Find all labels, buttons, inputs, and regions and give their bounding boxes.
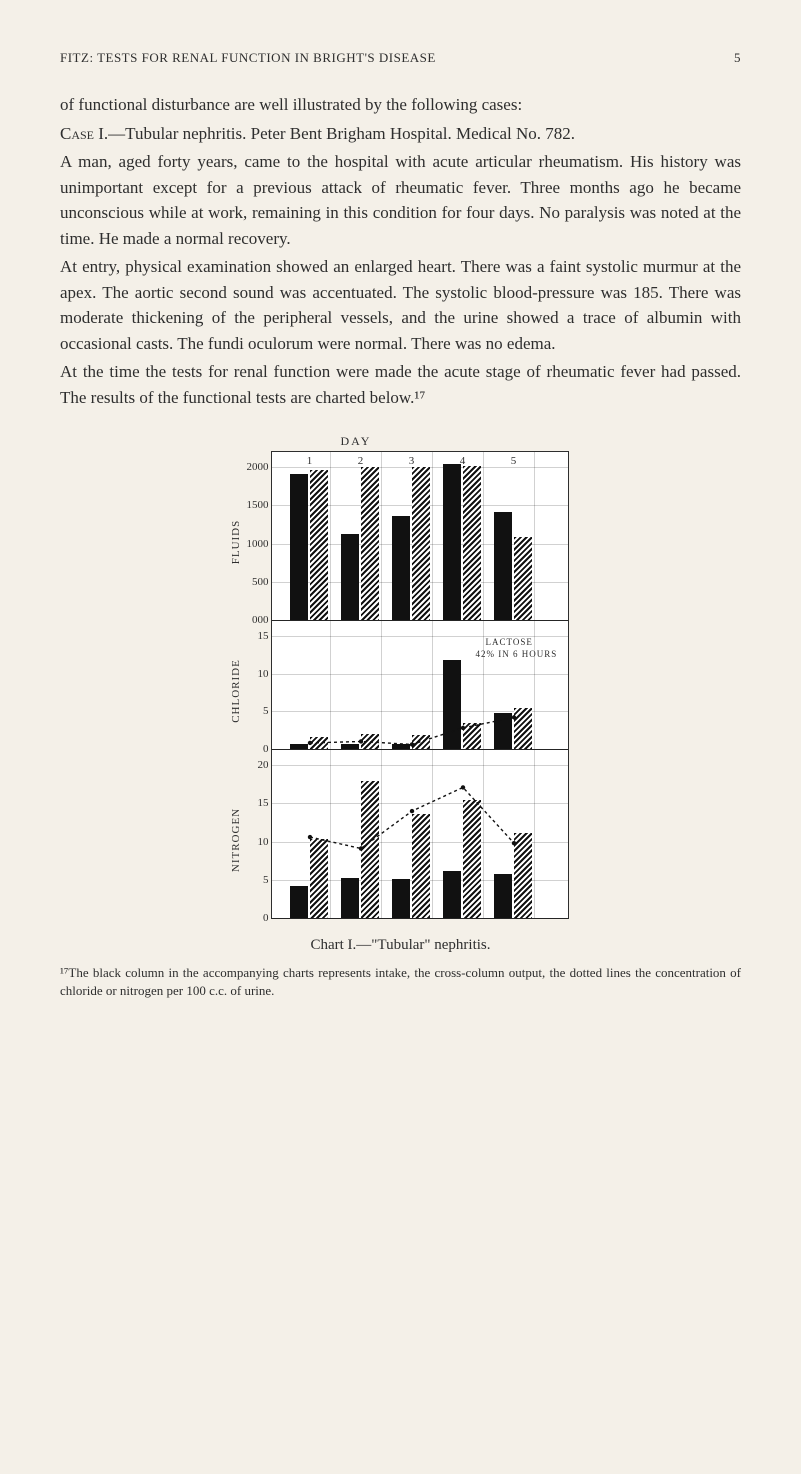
bar-intake — [494, 512, 512, 620]
bar-output — [412, 467, 430, 620]
grid-line — [483, 452, 484, 620]
para-case: Case I.—Tubular nephritis. Peter Bent Br… — [60, 121, 741, 147]
bar-group — [290, 470, 328, 620]
bar-group — [443, 464, 481, 620]
case-label: Case I. — [60, 124, 108, 143]
day-label: DAY — [341, 434, 571, 449]
para-2: —Tubular nephritis. Peter Bent Brigham H… — [108, 124, 575, 143]
chart-caption: Chart I.—"Tubular" nephritis. — [60, 937, 741, 954]
panel-nitrogen: NITROGEN20151050 — [271, 750, 569, 919]
tick-label: 1000 — [247, 538, 272, 550]
grid-line — [432, 452, 433, 620]
grid-line — [272, 918, 568, 919]
panel-fluids: FLUIDS20001500100050000012345 — [271, 451, 569, 621]
page-number: 5 — [734, 50, 741, 66]
bar-group — [341, 467, 379, 620]
tick-label: 5 — [263, 705, 272, 717]
para-1: of functional disturbance are well illus… — [60, 92, 741, 118]
panel-chloride: CHLORIDE151050LACTOSE42% IN 6 HOURS — [271, 621, 569, 750]
day-head: 3 — [409, 455, 415, 467]
grid-line — [330, 452, 331, 620]
footnote: ¹⁷The black column in the accompanying c… — [60, 964, 741, 999]
body-text: of functional disturbance are well illus… — [60, 92, 741, 410]
tick-label: 15 — [258, 797, 272, 809]
tick-label: 15 — [258, 630, 272, 642]
bar-group — [494, 512, 532, 620]
grid-line — [534, 452, 535, 620]
para-3: A man, aged forty years, came to the hos… — [60, 149, 741, 251]
tick-label: 0 — [263, 912, 272, 924]
bar-output — [463, 466, 481, 620]
chart-annotation: 42% IN 6 HOURS — [476, 649, 558, 659]
bar-output — [361, 467, 379, 620]
axis-label-nitrogen: NITROGEN — [230, 808, 242, 872]
bar-group — [392, 467, 430, 620]
tick-label: 20 — [258, 759, 272, 771]
axis-label-chloride: CHLORIDE — [230, 659, 242, 723]
bar-intake — [392, 516, 410, 620]
tick-label: 10 — [258, 836, 272, 848]
tick-label: 2000 — [247, 461, 272, 473]
day-head: 1 — [307, 455, 313, 467]
para-4: At entry, physical examination showed an… — [60, 254, 741, 356]
chart: DAY FLUIDS20001500100050000012345CHLORID… — [231, 434, 571, 919]
grid-line — [381, 452, 382, 620]
day-head: 5 — [511, 455, 517, 467]
tick-label: 1500 — [247, 499, 272, 511]
bar-intake — [443, 464, 461, 620]
bar-intake — [341, 534, 359, 620]
running-title: FITZ: TESTS FOR RENAL FUNCTION IN BRIGHT… — [60, 50, 436, 66]
bar-output — [514, 537, 532, 620]
day-head: 2 — [358, 455, 364, 467]
para-5: At the time the tests for renal function… — [60, 359, 741, 410]
chart-annotation: LACTOSE — [486, 637, 533, 647]
running-head: FITZ: TESTS FOR RENAL FUNCTION IN BRIGHT… — [60, 50, 741, 66]
tick-label: 500 — [252, 576, 272, 588]
bar-output — [310, 470, 328, 620]
bar-intake — [290, 474, 308, 620]
axis-label-fluids: FLUIDS — [230, 520, 242, 565]
tick-label: 5 — [263, 874, 272, 886]
concentration-line — [272, 750, 568, 918]
tick-label: 10 — [258, 668, 272, 680]
tick-label: 000 — [252, 614, 272, 626]
